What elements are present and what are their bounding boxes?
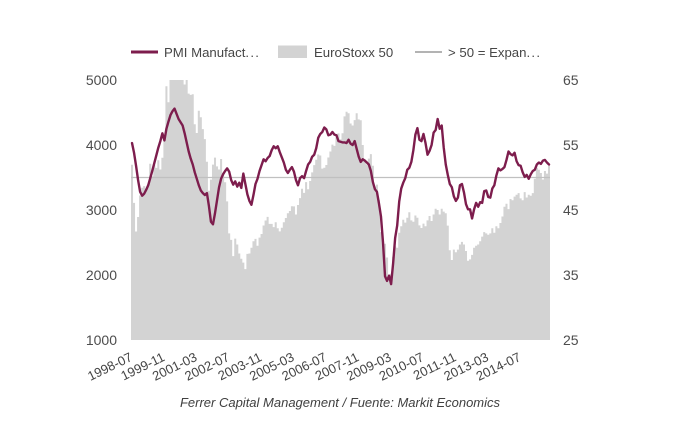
svg-text:35: 35 [563, 267, 579, 283]
svg-text:45: 45 [563, 202, 579, 218]
svg-text:PMI Manufact...: PMI Manufact... [164, 45, 260, 60]
svg-text:3000: 3000 [86, 202, 117, 218]
svg-text:Ferrer Capital Management / Fu: Ferrer Capital Management / Fuente: Mark… [180, 395, 501, 410]
svg-text:65: 65 [563, 72, 579, 88]
svg-text:1000: 1000 [86, 332, 117, 348]
svg-text:> 50 = Expan...: > 50 = Expan... [448, 45, 541, 60]
svg-text:5000: 5000 [86, 72, 117, 88]
svg-text:4000: 4000 [86, 137, 117, 153]
svg-text:25: 25 [563, 332, 579, 348]
svg-text:2000: 2000 [86, 267, 117, 283]
svg-text:EuroStoxx 50: EuroStoxx 50 [314, 45, 393, 60]
svg-text:55: 55 [563, 137, 579, 153]
